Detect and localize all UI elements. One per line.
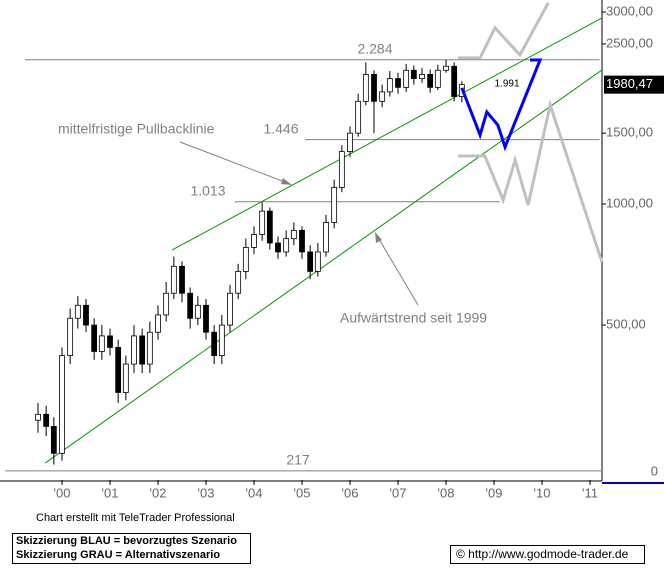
candle-body xyxy=(35,413,41,421)
candle-body xyxy=(131,335,137,365)
candle-body xyxy=(355,100,362,134)
candle-body xyxy=(74,304,81,319)
source-box xyxy=(450,545,645,564)
x-tick-label: '04 xyxy=(246,485,263,500)
source: © http://www.godmode-trader.de xyxy=(456,547,629,561)
candle-body xyxy=(347,132,353,152)
candle-body xyxy=(307,251,314,272)
candle-body xyxy=(434,69,441,88)
x-tick-label: '10 xyxy=(534,485,551,500)
scenario-line xyxy=(458,99,604,263)
candle-body xyxy=(50,425,57,454)
candle-body xyxy=(91,324,98,352)
candle-body xyxy=(83,304,89,326)
candle-body xyxy=(155,314,161,333)
level-label: 2.284 xyxy=(357,40,392,56)
candle-body xyxy=(451,65,458,97)
annotation-arrow xyxy=(375,233,419,306)
y-tick-label: 1500,00 xyxy=(606,125,653,140)
level-label: 1.013 xyxy=(190,182,225,198)
y-tick-label: 500,00 xyxy=(606,317,646,332)
candle-body xyxy=(242,247,249,272)
candle-body xyxy=(98,335,105,352)
candle-body xyxy=(386,78,393,93)
x-tick-label: '06 xyxy=(342,485,359,500)
annotation: mittelfristige Pullbacklinie xyxy=(58,121,215,137)
candle-body xyxy=(107,335,113,348)
candle-body xyxy=(427,73,434,88)
x-tick-label: '02 xyxy=(150,485,167,500)
arrowhead xyxy=(375,232,382,243)
candle-body xyxy=(379,91,386,102)
candle-body xyxy=(67,317,74,356)
candle-body xyxy=(395,78,401,88)
candle-body xyxy=(299,229,305,253)
y-tick-label: 2500,00 xyxy=(606,35,653,50)
candle-body xyxy=(59,355,65,454)
candle-body xyxy=(43,413,50,427)
candle-body xyxy=(122,363,129,393)
candle-body xyxy=(323,222,329,253)
legend-entry: Skizzierung GRAU = Alternativszenario xyxy=(16,549,220,561)
candle-body xyxy=(371,73,377,102)
y-tick-label: 3000,00 xyxy=(606,4,653,19)
scenario-line xyxy=(460,58,543,152)
candle-body xyxy=(194,304,201,319)
candle-body xyxy=(187,292,194,319)
x-tick-label: '00 xyxy=(54,485,71,500)
candle-body xyxy=(251,234,257,248)
level-label: 217 xyxy=(286,452,310,468)
credit: Chart erstellt mit TeleTrader Profession… xyxy=(36,512,235,524)
arrowhead xyxy=(281,178,292,185)
candle-body xyxy=(443,65,449,71)
annotation: Aufwärtstrend seit 1999 xyxy=(340,310,487,326)
y-axis-bottom-label: 0 xyxy=(651,463,658,478)
y-tick-label: 1000,00 xyxy=(606,195,653,210)
last-price-label: 1980,47 xyxy=(606,76,653,91)
x-tick-label: '05 xyxy=(294,485,311,500)
candle-body xyxy=(139,335,146,365)
last-price-box xyxy=(604,75,664,94)
scenario-line xyxy=(458,2,550,60)
candle-body xyxy=(410,69,417,80)
candle-body xyxy=(179,265,185,294)
candle-body xyxy=(170,265,177,294)
x-tick-label: '08 xyxy=(438,485,455,500)
candle-body xyxy=(227,292,233,326)
x-tick-label: '07 xyxy=(390,485,407,500)
candle-body xyxy=(259,210,266,235)
legend-entry: Skizzierung BLAU = bevorzugtes Szenario xyxy=(16,535,237,547)
candle-body xyxy=(235,270,242,294)
candle-body xyxy=(275,242,281,253)
candle-body xyxy=(211,331,218,356)
x-tick-label: '09 xyxy=(486,485,503,500)
x-tick-label: '03 xyxy=(198,485,215,500)
x-tick-label: '01 xyxy=(102,485,119,500)
candle-body xyxy=(218,324,225,356)
candle-body xyxy=(362,73,369,102)
candle-body xyxy=(338,151,345,188)
candle-body xyxy=(314,251,321,272)
trendline xyxy=(171,17,603,251)
candle-body xyxy=(331,186,338,223)
candle-body xyxy=(403,69,410,88)
level-label: 1.446 xyxy=(263,120,298,136)
candle-body xyxy=(163,292,170,316)
candle-body xyxy=(419,73,425,80)
x-tick-label: '11 xyxy=(582,485,598,500)
candle-body xyxy=(115,347,122,393)
candle-body xyxy=(290,229,297,240)
candle-body xyxy=(283,238,290,253)
candle-body xyxy=(203,304,209,333)
candle-body xyxy=(146,331,153,365)
candle-body xyxy=(266,210,273,244)
annotation-arrow xyxy=(179,141,291,185)
level-label: 1.991 xyxy=(494,78,519,89)
legend-box xyxy=(12,533,251,564)
